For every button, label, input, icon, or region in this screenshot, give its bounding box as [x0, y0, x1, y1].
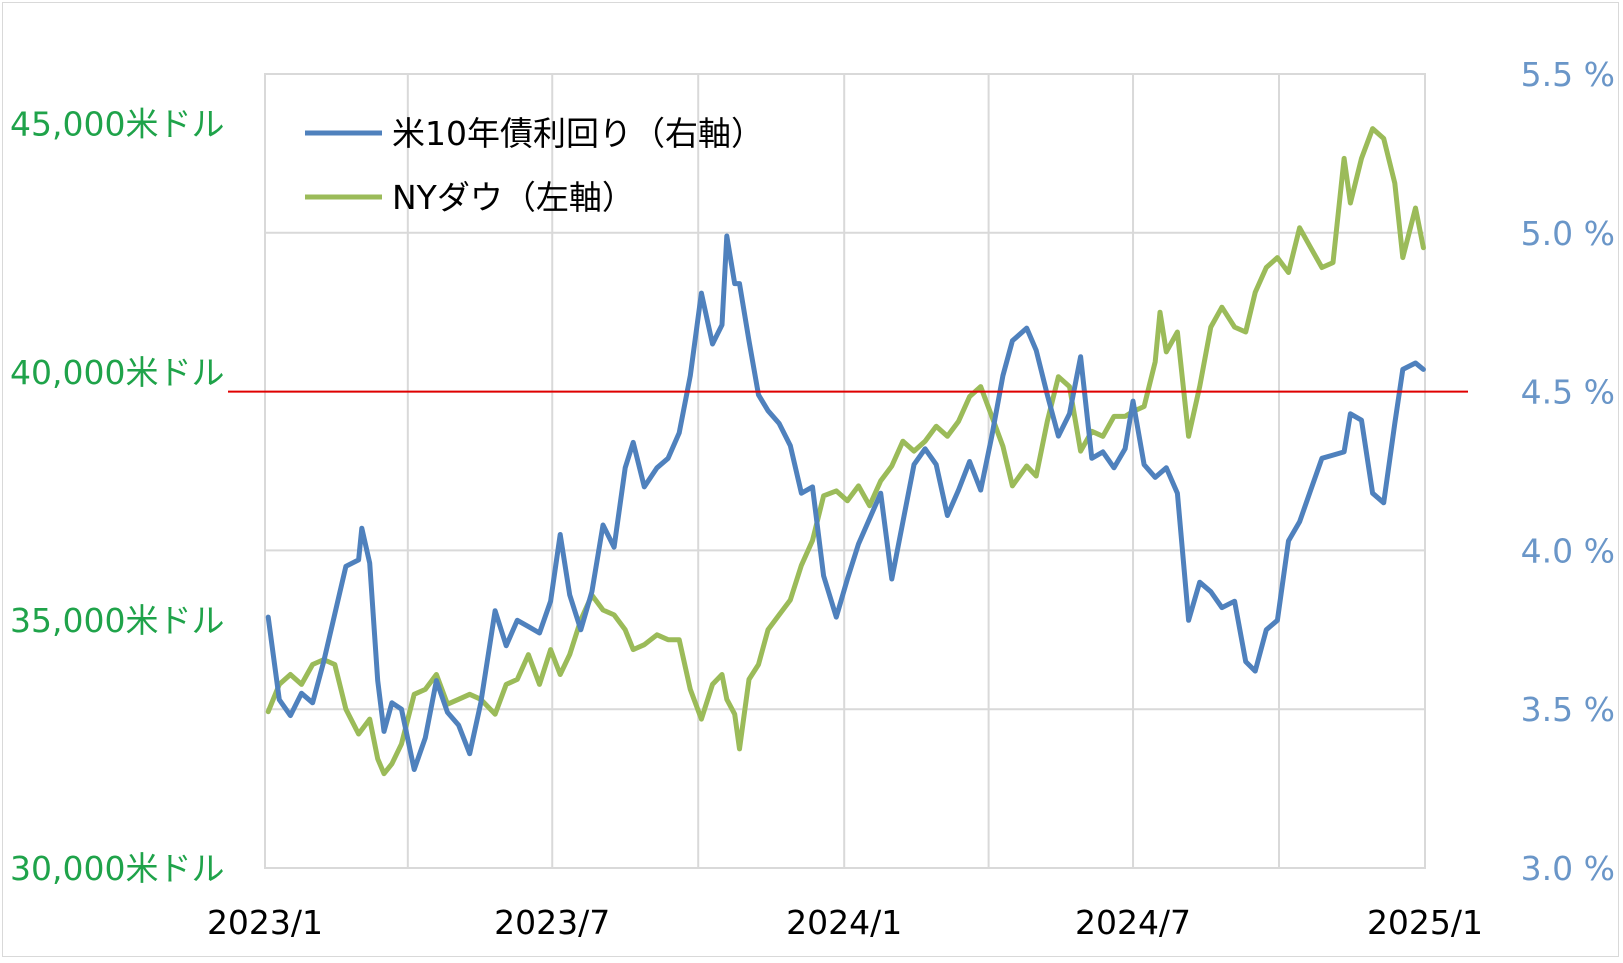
plot-border-rect: [264, 73, 1426, 869]
right-axis-tick-label: 4.5 %: [1521, 373, 1615, 412]
series-line-us10y-yield: [265, 233, 1426, 772]
right-axis-ticks: 3.0 % 3.5 % 4.0 % 4.5 % 5.0 % 5.5 %: [1521, 55, 1615, 888]
legend-label: NYダウ（左軸）: [392, 178, 635, 217]
x-axis-tick-label: 2023/7: [494, 903, 610, 942]
x-axis-tick-label: 2023/1: [207, 903, 323, 942]
right-axis-tick-label: 5.0 %: [1521, 214, 1615, 253]
right-axis-tick-label: 3.0 %: [1521, 849, 1615, 888]
x-axis-ticks: 2023/1 2023/7 2024/1 2024/7 2025/1: [207, 903, 1483, 942]
right-axis-tick-label: 5.5 %: [1521, 55, 1615, 94]
series-line-nydow: [265, 126, 1426, 777]
legend-label: 米10年債利回り（右軸）: [392, 114, 764, 153]
legend: 米10年債利回り（右軸） NYダウ（左軸）: [305, 114, 764, 217]
plot-area-border: [264, 73, 1426, 869]
right-axis-tick-label: 3.5 %: [1521, 690, 1615, 729]
right-axis-tick-label: 4.0 %: [1521, 531, 1615, 570]
left-axis-tick-label: 40,000米ドル: [10, 353, 224, 392]
left-axis-ticks: 30,000米ドル 35,000米ドル 40,000米ドル 45,000米ドル: [10, 105, 224, 888]
x-axis-tick-label: 2024/7: [1075, 903, 1191, 942]
series-layer: [265, 126, 1426, 777]
left-axis-tick-label: 30,000米ドル: [10, 849, 224, 888]
left-axis-tick-label: 45,000米ドル: [10, 105, 224, 144]
x-axis-tick-label: 2024/1: [786, 903, 902, 942]
left-axis-tick-label: 35,000米ドル: [10, 601, 224, 640]
x-axis-tick-label: 2025/1: [1367, 903, 1483, 942]
